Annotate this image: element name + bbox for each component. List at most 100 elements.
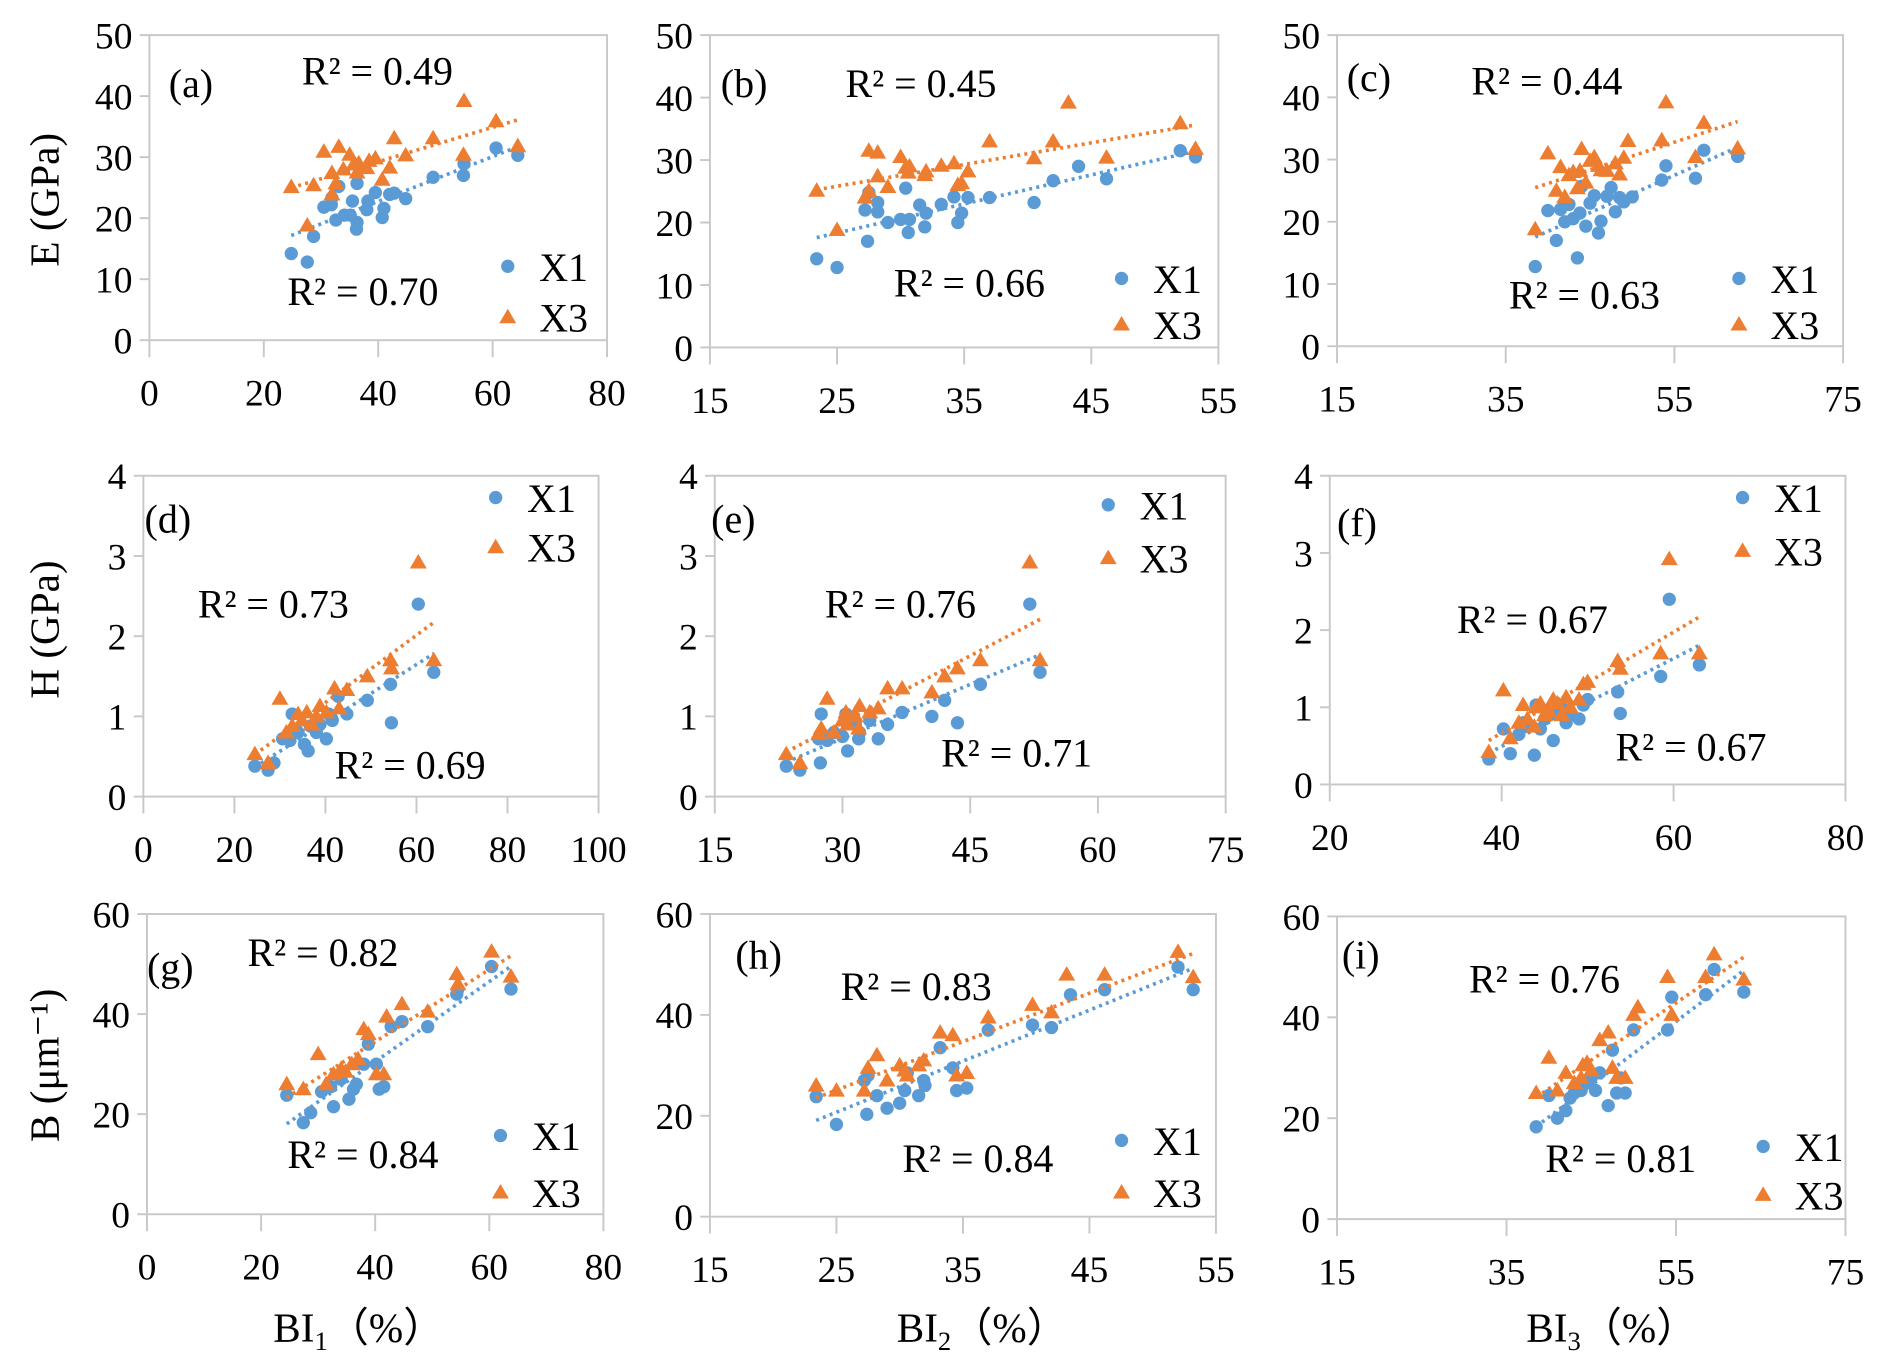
r-squared-x3: R² = 0.67 [1457,597,1608,642]
x-axis-title: BI2（%） [897,1304,1068,1355]
data-point-x1 [893,1096,907,1110]
data-point-x3 [1660,550,1678,566]
data-point-x3 [879,178,897,193]
data-point-x3 [323,185,341,201]
legend-marker-x3 [1099,549,1117,565]
data-point-x1 [1512,727,1526,741]
x-tick-label: 75 [1827,1252,1865,1293]
x-tick-label: 0 [140,374,159,415]
trendline-x1 [285,964,513,1126]
data-point-x3 [397,146,415,162]
data-point-x1 [961,190,975,205]
data-point-x3 [1570,691,1588,706]
panel-f: 0 1 2 3 4 20 40 60 80 (f) R² = 0.67 R² = 0.67 X1 X3 [1294,457,1864,859]
data-point-x3 [1556,188,1574,203]
y-tick-label: 1 [679,698,698,739]
data-point-x1 [361,1037,376,1051]
legend-label-x3: X3 [1795,1173,1844,1218]
data-point-x3 [1591,1031,1609,1047]
data-point-x3 [861,703,879,719]
r-squared-x1: R² = 0.84 [287,1132,438,1177]
data-point-x1 [1046,173,1060,188]
data-point-x3 [828,221,846,237]
data-point-x1 [1737,985,1751,999]
data-point-x1 [810,252,824,266]
x-tick-label: 25 [818,381,856,422]
data-point-x3 [948,659,966,675]
y-tick-label: 2 [1294,611,1313,652]
data-point-x1 [1529,1120,1543,1134]
legend-marker-x3 [1113,315,1131,331]
data-point-x3 [1021,553,1039,569]
data-point-x1 [899,181,913,195]
x-tick-label: 55 [1197,1250,1235,1291]
y-tick-label: 20 [93,1095,131,1136]
panel-label: (e) [711,497,755,542]
data-point-x3 [317,703,335,719]
data-point-x1 [504,982,518,996]
plot-frame [142,474,600,798]
y-tick-label: 50 [655,16,693,57]
panel-i: 0 20 40 60 15 35 55 75 (i) R² = 0.76 R² = 0.81 X1X3… [1283,898,1865,1356]
data-point-x3 [246,745,264,761]
legend-label-x1: X1 [532,1114,581,1159]
data-point-x3 [1044,132,1062,148]
r-squared-x3: R² = 0.49 [302,49,453,94]
data-point-x3 [1571,162,1589,177]
data-point-x3 [917,162,935,178]
data-point-x3 [923,683,941,699]
data-point-x3 [317,1075,335,1091]
trendline-x3 [816,123,1196,192]
data-point-x1 [456,168,471,183]
data-point-x3 [1606,154,1624,170]
data-point-x3 [448,965,466,981]
data-point-x3 [869,144,887,159]
legend-label-x3: X3 [532,1171,581,1216]
x-tick-label: 0 [138,1248,157,1289]
legend-marker-x3 [492,1183,509,1199]
y-axis-title: B (μm⁻¹) [22,989,69,1142]
data-point-x3 [807,1077,825,1092]
data-point-x1 [1044,1020,1059,1035]
x-tick-label: 55 [1200,381,1238,422]
data-point-x3 [425,651,443,667]
data-point-x3 [1184,968,1202,984]
legend-marker-x1 [1732,271,1746,286]
data-point-x1 [1527,748,1541,762]
legend-label-x3: X3 [527,526,576,571]
data-point-x1 [280,1088,294,1102]
data-point-x1 [387,186,401,200]
data-point-x3 [879,679,897,695]
data-point-x1 [306,229,321,244]
panel-label: (g) [147,945,194,990]
r-squared-x1: R² = 0.84 [902,1136,1053,1181]
y-tick-label: 40 [1283,79,1321,120]
data-point-x1 [1613,706,1627,721]
data-point-x3 [348,163,366,179]
data-point-x3 [366,149,384,165]
data-point-x1 [901,225,915,240]
data-point-x1 [779,759,793,773]
data-point-x1 [284,246,298,261]
data-point-x1 [860,234,875,248]
trendline-x1 [253,652,435,769]
y-tick-label: 10 [1283,265,1321,306]
legend-label-x1: X1 [1153,257,1202,302]
data-point-x1 [1699,987,1713,1002]
data-point-x3 [808,182,826,197]
panel-label: (d) [145,497,192,542]
r-squared-x1: R² = 0.63 [1509,273,1660,318]
panel-c: 0 10 20 30 40 50 15 35 55 75 (c) R² = 0.44 R² = 0.63… [1283,16,1862,420]
data-point-x1 [304,1106,318,1120]
r-squared-x3: R² = 0.45 [846,61,997,106]
x-axis-title: BI3（%） [1526,1304,1697,1355]
data-point-x1 [871,195,885,210]
data-point-x1 [1594,214,1608,228]
data-point-x3 [293,711,311,727]
data-point-x1 [1588,1083,1603,1098]
data-point-x3 [454,146,472,161]
x-tick-label: 45 [1073,381,1111,422]
panel-h: 0 20 40 60 15 25 35 45 55 (h) R² = 0.83 R² = 0.84 X1… [655,895,1234,1356]
r-squared-x1: R² = 0.71 [941,730,1092,775]
x-tick-label: 40 [307,830,345,871]
